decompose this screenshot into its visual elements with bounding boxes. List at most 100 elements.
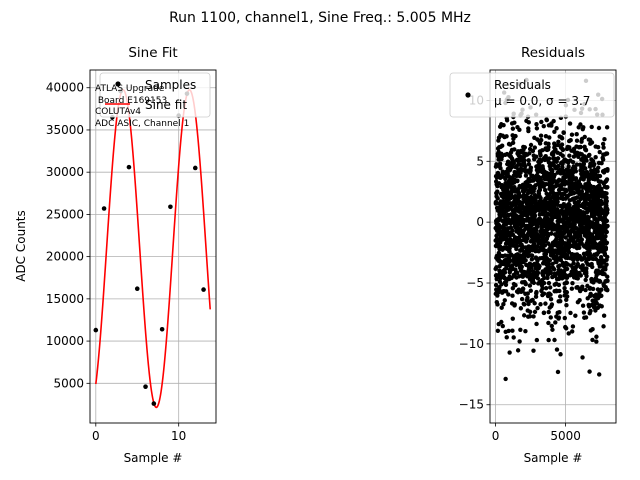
residual-point (531, 280, 537, 286)
sine-fit-legend: Samples Sine fit (99, 72, 211, 118)
residuals-y-ticks: −15−10−50510 (459, 93, 490, 412)
residual-point (578, 122, 583, 127)
residual-point (587, 369, 592, 374)
residual-point (539, 119, 544, 125)
residual-point (534, 289, 539, 295)
residual-point (600, 141, 606, 147)
residual-point (517, 173, 523, 179)
residual-point (564, 303, 569, 308)
residual-point (513, 283, 518, 288)
residual-point (526, 120, 531, 125)
residual-point (562, 285, 567, 291)
residual-point (510, 328, 515, 333)
residual-point (514, 243, 520, 249)
sample-point (93, 327, 99, 333)
residuals-legend-stats: μ = 0.0, σ = 3.7 (494, 94, 590, 108)
residual-point (548, 315, 553, 320)
residual-point (532, 213, 538, 218)
residual-point (575, 261, 581, 267)
residual-point (547, 258, 553, 263)
residual-point (528, 288, 533, 293)
residual-point (528, 142, 534, 148)
sine-fit-title: Sine Fit (128, 45, 177, 61)
residual-point (551, 267, 557, 272)
y-tick-label: 0 (476, 215, 484, 229)
residual-point (574, 138, 580, 143)
residual-point (519, 264, 524, 269)
residual-point (555, 156, 561, 161)
x-tick-label: 5000 (550, 429, 581, 443)
residuals-axes-frame (489, 69, 617, 424)
residual-point (510, 140, 516, 146)
annotation-line-2: Board E169153 (95, 96, 167, 106)
residual-point (554, 347, 560, 352)
residual-point (573, 169, 579, 174)
residual-point (605, 184, 610, 190)
residual-point (589, 140, 595, 145)
y-tick-label: 25000 (46, 207, 84, 221)
residual-point (571, 190, 577, 196)
residual-point (560, 147, 566, 153)
residual-point (510, 126, 516, 131)
residual-point (526, 161, 532, 167)
residual-point (575, 195, 580, 200)
residual-point (593, 155, 598, 160)
residual-point (583, 287, 588, 293)
residual-point (555, 199, 560, 205)
residual-point (548, 285, 553, 290)
residual-point (579, 189, 585, 194)
residual-point (575, 276, 580, 281)
residual-point (552, 143, 558, 148)
annotation-line-4: ADC ASIC, Channel 1 (95, 119, 189, 129)
residuals-x-ticks: 0 5000 (492, 423, 581, 443)
residual-point (522, 145, 528, 150)
residual-point (579, 237, 585, 242)
residual-point (554, 126, 559, 131)
residual-point (523, 281, 528, 287)
residual-point (590, 327, 595, 332)
residual-point (552, 337, 557, 343)
sine-fit-legend-marker-samples (115, 81, 121, 87)
residual-point (564, 275, 570, 280)
residual-point (563, 187, 569, 193)
residual-point (510, 228, 515, 233)
residual-point (588, 161, 593, 167)
x-tick-label: 10 (171, 429, 186, 443)
residual-point (510, 293, 515, 298)
residual-point (537, 264, 542, 269)
sine-fit-axes-frame (89, 69, 217, 424)
residual-point (521, 313, 527, 318)
residual-point (546, 337, 551, 343)
residual-point (583, 315, 589, 320)
residual-point (540, 286, 545, 291)
residual-point (556, 315, 562, 320)
residual-point (538, 137, 544, 143)
residual-point (543, 301, 548, 306)
sample-point (101, 206, 107, 211)
residual-point (594, 301, 599, 306)
y-tick-label: 5000 (53, 376, 84, 390)
residual-point (570, 159, 576, 165)
residual-point (546, 144, 551, 150)
residual-point (581, 125, 586, 130)
sine-fit-annotation: ATLAS Upgrade Board E169153 COLUTAv4 ADC… (95, 84, 189, 129)
residual-point (501, 301, 506, 307)
residual-point (549, 323, 554, 329)
residual-point (562, 315, 568, 321)
residual-point (604, 198, 609, 204)
residual-point (508, 258, 513, 264)
residual-point (560, 165, 565, 170)
residual-point (581, 161, 587, 167)
residual-point (596, 125, 602, 131)
residual-point (550, 327, 555, 332)
residual-point (599, 293, 604, 299)
residual-point (534, 154, 539, 159)
x-tick-label: 0 (92, 429, 100, 443)
residual-point (501, 123, 506, 128)
residual-point (582, 134, 587, 140)
residual-point (558, 352, 563, 357)
residual-point (566, 164, 571, 169)
residual-point (511, 160, 517, 166)
residual-point (550, 169, 555, 174)
